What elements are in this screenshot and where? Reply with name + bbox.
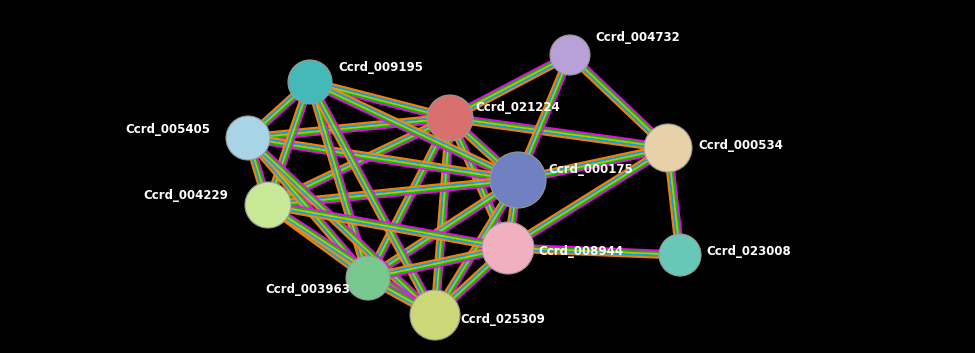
Circle shape (490, 152, 546, 208)
Circle shape (346, 256, 390, 300)
Text: Ccrd_009195: Ccrd_009195 (338, 61, 423, 74)
Text: Ccrd_008944: Ccrd_008944 (538, 245, 623, 258)
Circle shape (659, 234, 701, 276)
Circle shape (245, 182, 291, 228)
Text: Ccrd_003963: Ccrd_003963 (265, 283, 350, 297)
Circle shape (288, 60, 332, 104)
Circle shape (427, 95, 473, 141)
Text: Ccrd_021224: Ccrd_021224 (475, 102, 560, 114)
Text: Ccrd_005405: Ccrd_005405 (125, 124, 210, 137)
Text: Ccrd_004732: Ccrd_004732 (595, 31, 680, 44)
Circle shape (482, 222, 534, 274)
Circle shape (550, 35, 590, 75)
Text: Ccrd_000534: Ccrd_000534 (698, 138, 783, 151)
Text: Ccrd_025309: Ccrd_025309 (460, 313, 545, 327)
Text: Ccrd_023008: Ccrd_023008 (706, 245, 791, 258)
Text: Ccrd_000175: Ccrd_000175 (548, 163, 633, 176)
Text: Ccrd_004229: Ccrd_004229 (143, 189, 228, 202)
Circle shape (644, 124, 692, 172)
Circle shape (410, 290, 460, 340)
Circle shape (226, 116, 270, 160)
